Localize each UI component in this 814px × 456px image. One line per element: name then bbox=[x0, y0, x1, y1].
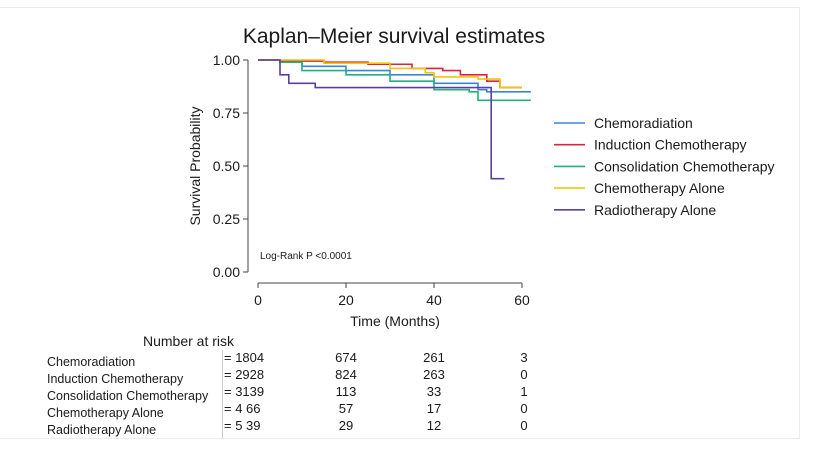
legend: Chemoradiation Induction Chemotherapy Cons… bbox=[554, 115, 775, 218]
risk-row-label: Consolidation Chemotherapy bbox=[47, 389, 209, 403]
x-axis: 0 20 40 60 bbox=[254, 282, 530, 308]
risk-row-label: Chemotherapy Alone bbox=[47, 406, 164, 420]
risk-value: 33 bbox=[426, 384, 442, 399]
risk-value: 12 bbox=[426, 418, 442, 433]
risk-value: 0 bbox=[520, 401, 528, 416]
frame-top-border bbox=[0, 7, 800, 8]
risk-row-label: Radiotherapy Alone bbox=[47, 423, 157, 437]
risk-value: 261 bbox=[423, 350, 445, 365]
y-tick-label: 0.00 bbox=[213, 264, 240, 280]
risk-value: 263 bbox=[423, 367, 445, 382]
curve-induction-chemotherapy bbox=[258, 59, 522, 89]
curve-chemotherapy-alone bbox=[258, 59, 522, 89]
risk-row-label: Induction Chemotherapy bbox=[47, 372, 184, 386]
risk-value: 3 bbox=[520, 350, 528, 365]
chart-title: Kaplan–Meier survival estimates bbox=[243, 25, 545, 48]
risk-value: 17 bbox=[426, 401, 442, 416]
y-tick-label: 0.50 bbox=[213, 158, 240, 174]
risk-value: = 2928 bbox=[224, 367, 265, 382]
number-at-risk-divider bbox=[222, 350, 223, 438]
legend-label: Consolidation Chemotherapy bbox=[594, 158, 775, 174]
risk-value: = 3139 bbox=[224, 384, 265, 399]
risk-value: 674 bbox=[335, 350, 357, 365]
x-axis-label: Time (Months) bbox=[350, 313, 440, 329]
number-at-risk-title: Number at risk bbox=[143, 333, 235, 349]
risk-value: = 5 39 bbox=[224, 418, 261, 433]
y-tick-label: 0.75 bbox=[213, 105, 240, 121]
survival-curves bbox=[258, 59, 531, 180]
log-rank-annotation: Log-Rank P <0.0001 bbox=[260, 251, 352, 262]
y-axis-label: Survival Probability bbox=[187, 106, 203, 225]
km-plot: Kaplan–Meier survival estimates 0.00 0.25… bbox=[187, 25, 775, 329]
risk-value: = 4 66 bbox=[224, 401, 261, 416]
x-tick-label: 0 bbox=[254, 292, 262, 308]
legend-label: Chemotherapy Alone bbox=[594, 180, 725, 196]
risk-value: 57 bbox=[338, 401, 354, 416]
risk-value: = 1804 bbox=[224, 350, 265, 365]
risk-value: 0 bbox=[520, 418, 528, 433]
x-tick-label: 40 bbox=[426, 292, 442, 308]
frame-right-border bbox=[799, 7, 800, 439]
y-tick-label: 1.00 bbox=[213, 52, 240, 68]
frame-bottom-border bbox=[0, 438, 800, 439]
x-tick-label: 20 bbox=[338, 292, 354, 308]
risk-value: 1 bbox=[520, 384, 528, 399]
risk-value: 113 bbox=[335, 384, 357, 399]
y-tick-label: 0.25 bbox=[213, 211, 240, 227]
curve-consolidation-chemotherapy bbox=[258, 59, 531, 102]
risk-value: 29 bbox=[338, 418, 354, 433]
risk-value: 0 bbox=[520, 367, 528, 382]
legend-label: Radiotherapy Alone bbox=[594, 202, 716, 218]
risk-value: 824 bbox=[335, 367, 357, 382]
legend-label: Induction Chemotherapy bbox=[594, 137, 747, 153]
curve-radiotherapy-alone bbox=[258, 59, 505, 180]
x-tick-label: 60 bbox=[514, 292, 530, 308]
legend-label: Chemoradiation bbox=[594, 115, 693, 131]
risk-row-label: Chemoradiation bbox=[47, 355, 136, 369]
y-axis: 0.00 0.25 0.50 0.75 1.00 bbox=[213, 52, 249, 280]
